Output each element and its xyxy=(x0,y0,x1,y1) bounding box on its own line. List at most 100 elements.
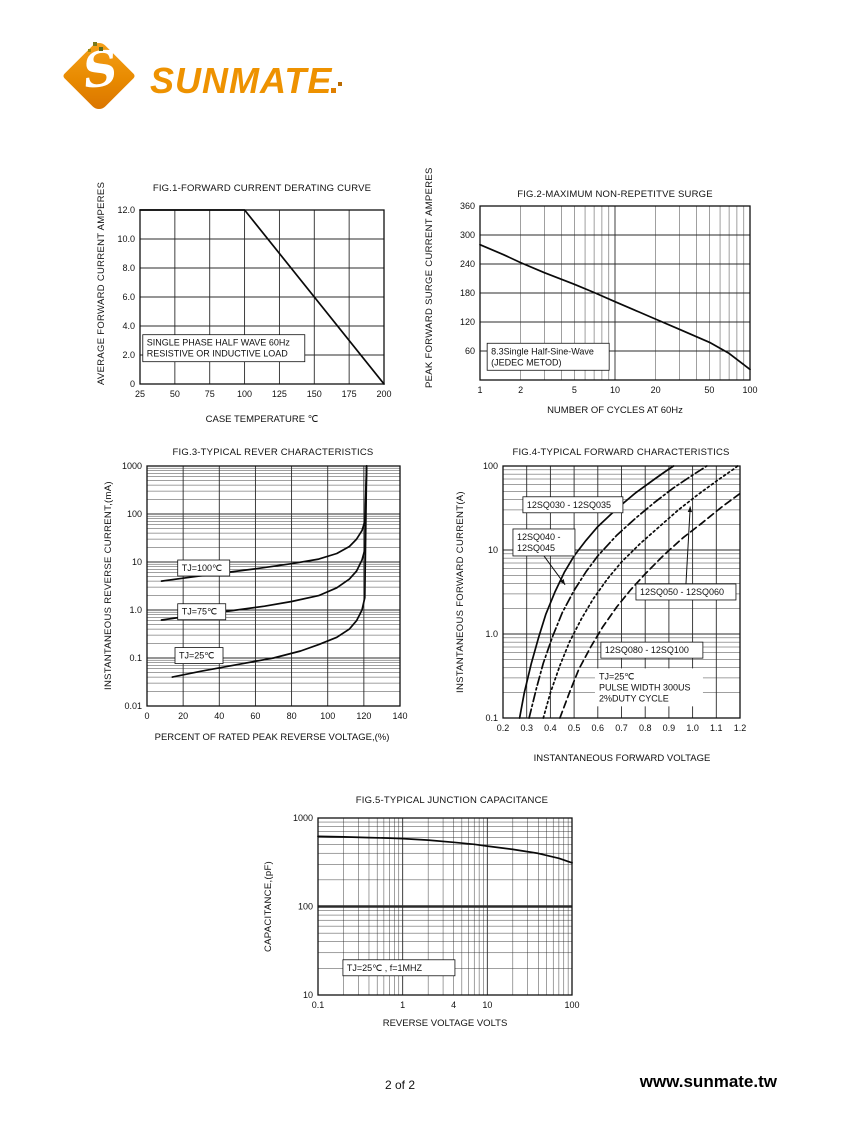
svg-text:1.1: 1.1 xyxy=(710,723,723,733)
fig1-y-axis-label: AVERAGE FORWARD CURRENT AMPERES xyxy=(96,181,107,385)
svg-text:(JEDEC METOD): (JEDEC METOD) xyxy=(491,357,561,367)
pixel-decoration xyxy=(88,49,91,52)
svg-text:TJ=25℃: TJ=25℃ xyxy=(599,671,634,681)
svg-text:2.0: 2.0 xyxy=(122,350,135,360)
svg-text:12SQ050 - 12SQ060: 12SQ050 - 12SQ060 xyxy=(640,587,724,597)
svg-text:SINGLE PHASE HALF WAVE 60Hz: SINGLE PHASE HALF WAVE 60Hz xyxy=(147,338,291,348)
svg-text:120: 120 xyxy=(460,317,475,327)
svg-text:0.9: 0.9 xyxy=(663,723,676,733)
svg-text:80: 80 xyxy=(287,711,297,721)
svg-text:10: 10 xyxy=(610,385,620,395)
fig5-y-axis-label: CAPACITANCE,(pF) xyxy=(263,861,274,953)
svg-text:1000: 1000 xyxy=(122,461,142,471)
svg-text:0: 0 xyxy=(144,711,149,721)
svg-text:12SQ040 -: 12SQ040 - xyxy=(517,532,561,542)
svg-text:25: 25 xyxy=(135,389,145,399)
svg-text:50: 50 xyxy=(170,389,180,399)
svg-text:TJ=25℃ , f=1MHZ: TJ=25℃ , f=1MHZ xyxy=(347,963,423,973)
svg-text:TJ=100℃: TJ=100℃ xyxy=(182,563,222,573)
fig2-y-axis-label: PEAK FORWARD SURGE CURRENT AMPERES xyxy=(424,167,435,388)
fig1-title: FIG.1-FORWARD CURRENT DERATING CURVE xyxy=(152,183,372,194)
svg-text:20: 20 xyxy=(651,385,661,395)
website-url: www.sunmate.tw xyxy=(639,1072,777,1091)
svg-text:6.0: 6.0 xyxy=(122,292,135,302)
svg-text:0.1: 0.1 xyxy=(485,713,498,723)
svg-text:100: 100 xyxy=(483,461,498,471)
svg-text:4: 4 xyxy=(451,1000,456,1010)
svg-text:180: 180 xyxy=(460,288,475,298)
svg-text:12SQ080 - 12SQ100: 12SQ080 - 12SQ100 xyxy=(605,645,689,655)
fig5-x-axis-label: REVERSE VOLTAGE VOLTS xyxy=(382,1018,508,1029)
svg-text:1.0: 1.0 xyxy=(129,605,142,615)
fig4-x-axis-label: INSTANTANEOUS FORWARD VOLTAGE xyxy=(533,753,711,764)
brand-wordmark: SUNMATE xyxy=(150,60,333,101)
svg-text:50: 50 xyxy=(704,385,714,395)
svg-text:5: 5 xyxy=(572,385,577,395)
fig4-title: FIG.4-TYPICAL FORWARD CHARACTERISTICS xyxy=(512,447,730,458)
svg-text:PULSE WIDTH 300US: PULSE WIDTH 300US xyxy=(599,682,691,692)
svg-text:1: 1 xyxy=(477,385,482,395)
svg-text:1.0: 1.0 xyxy=(686,723,699,733)
svg-text:10: 10 xyxy=(303,990,313,1000)
fig2-x-axis-label: NUMBER OF CYCLES AT 60Hz xyxy=(547,405,683,416)
svg-text:12SQ030 - 12SQ035: 12SQ030 - 12SQ035 xyxy=(527,500,611,510)
svg-text:0.3: 0.3 xyxy=(520,723,533,733)
svg-text:0: 0 xyxy=(130,379,135,389)
pixel-decoration xyxy=(99,47,103,51)
svg-text:12.0: 12.0 xyxy=(117,205,135,215)
svg-text:12SQ045: 12SQ045 xyxy=(517,543,555,553)
svg-text:0.7: 0.7 xyxy=(615,723,628,733)
svg-text:10: 10 xyxy=(482,1000,492,1010)
svg-text:140: 140 xyxy=(392,711,407,721)
fig1-x-axis-label: CASE TEMPERATURE ℃ xyxy=(205,414,319,425)
svg-text:100: 100 xyxy=(742,385,757,395)
svg-text:100: 100 xyxy=(298,902,313,912)
svg-text:TJ=25℃: TJ=25℃ xyxy=(179,651,214,661)
pixel-decoration xyxy=(93,42,97,46)
svg-text:240: 240 xyxy=(460,259,475,269)
svg-text:0.5: 0.5 xyxy=(568,723,581,733)
fig3-y-axis-label: INSTANTANEOUS REVERSE CURRENT,(mA) xyxy=(103,481,114,691)
svg-text:40: 40 xyxy=(214,711,224,721)
svg-text:0.1: 0.1 xyxy=(312,1000,325,1010)
svg-text:150: 150 xyxy=(307,389,322,399)
svg-text:200: 200 xyxy=(376,389,391,399)
fig3-x-axis-label: PERCENT OF RATED PEAK REVERSE VOLTAGE,(%… xyxy=(154,732,390,743)
sunmate-logo: S SUNMATE xyxy=(55,39,365,122)
svg-text:0.01: 0.01 xyxy=(124,701,142,711)
svg-text:2%DUTY CYCLE: 2%DUTY CYCLE xyxy=(599,693,669,703)
fig5-title: FIG.5-TYPICAL JUNCTION CAPACITANCE xyxy=(355,795,549,806)
svg-text:0.4: 0.4 xyxy=(544,723,557,733)
fig3-title: FIG.3-TYPICAL REVER CHARACTERISTICS xyxy=(172,447,374,458)
svg-text:10.0: 10.0 xyxy=(117,234,135,244)
svg-text:75: 75 xyxy=(205,389,215,399)
svg-text:0.2: 0.2 xyxy=(497,723,510,733)
svg-text:10: 10 xyxy=(488,545,498,555)
svg-text:20: 20 xyxy=(178,711,188,721)
svg-text:60: 60 xyxy=(250,711,260,721)
page-number: 2 of 2 xyxy=(384,1078,416,1092)
svg-text:0.1: 0.1 xyxy=(129,653,142,663)
svg-text:100: 100 xyxy=(237,389,252,399)
svg-text:2: 2 xyxy=(518,385,523,395)
svg-text:TJ=75℃: TJ=75℃ xyxy=(182,607,217,617)
svg-text:1: 1 xyxy=(400,1000,405,1010)
svg-text:100: 100 xyxy=(564,1000,579,1010)
svg-text:8.3Single Half-Sine-Wave: 8.3Single Half-Sine-Wave xyxy=(491,346,594,356)
svg-text:8.0: 8.0 xyxy=(122,263,135,273)
svg-text:100: 100 xyxy=(127,509,142,519)
svg-text:10: 10 xyxy=(132,557,142,567)
pixel-decoration xyxy=(331,88,336,93)
svg-text:300: 300 xyxy=(460,230,475,240)
svg-text:175: 175 xyxy=(342,389,357,399)
svg-text:1.2: 1.2 xyxy=(734,723,747,733)
svg-text:60: 60 xyxy=(465,346,475,356)
svg-text:4.0: 4.0 xyxy=(122,321,135,331)
svg-text:100: 100 xyxy=(320,711,335,721)
svg-text:0.6: 0.6 xyxy=(592,723,605,733)
svg-text:0.8: 0.8 xyxy=(639,723,652,733)
svg-text:RESISTIVE OR INDUCTIVE LOAD: RESISTIVE OR INDUCTIVE LOAD xyxy=(147,349,289,359)
fig4-y-axis-label: INSTANTANEOUS FORWARD CURRENT(A) xyxy=(455,491,466,693)
